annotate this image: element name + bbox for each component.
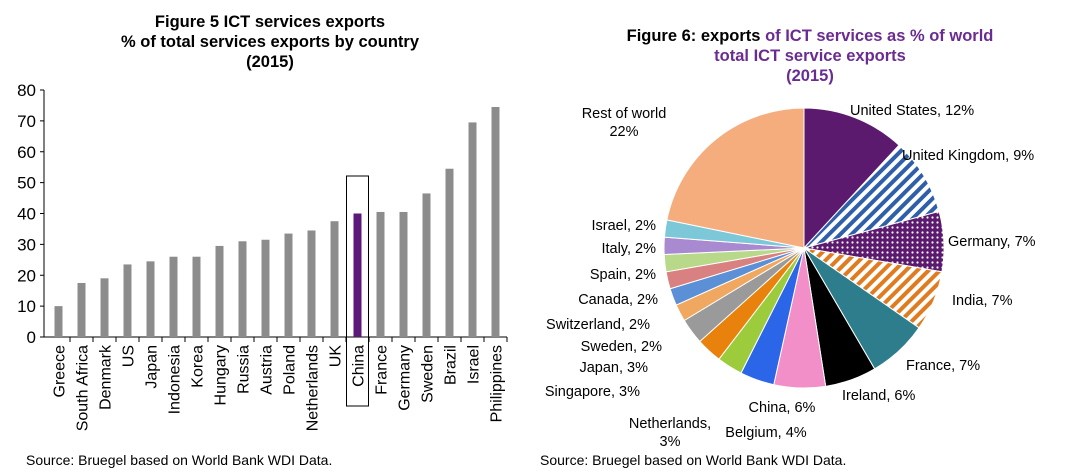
pie-slice-label: Canada, 2% bbox=[578, 292, 658, 308]
pie-slice-label: China, 6% bbox=[749, 400, 816, 416]
bar-austria bbox=[261, 239, 270, 337]
pie-slice-united-states bbox=[803, 107, 900, 250]
pie-chart-panel: Figure 6: exports of ICT services as % o… bbox=[540, 0, 1080, 476]
y-tick-label: 50 bbox=[17, 174, 36, 193]
y-tick-label: 40 bbox=[17, 205, 36, 224]
pie-slice-label: France, 7% bbox=[906, 358, 980, 374]
x-tick-label: Austria bbox=[259, 345, 276, 395]
pie-chart-source: Source: Bruegel based on World Bank WDI … bbox=[540, 452, 847, 468]
x-tick-label: Israel bbox=[466, 345, 483, 384]
pie-slice-label: Israel, 2% bbox=[592, 218, 657, 234]
bar-chart-title: Figure 5 ICT services exports % of total… bbox=[0, 12, 540, 72]
pie-slice-label: Italy, 2% bbox=[601, 241, 656, 257]
bar-sweden bbox=[422, 193, 431, 337]
bar-poland bbox=[284, 233, 293, 337]
x-tick-label: China bbox=[351, 345, 368, 387]
bar-chart-title-line2: % of total services exports by country bbox=[120, 33, 419, 51]
pie-slice-label: United Kingdom, 9% bbox=[902, 148, 1034, 164]
bar-chart-title-line3: (2015) bbox=[246, 53, 294, 71]
x-tick-label: Hungary bbox=[213, 345, 230, 405]
bar-brazil bbox=[445, 168, 454, 337]
bar-chart: 0 10 20 30 40 50 60 70 80 Greece South Africa Denma… bbox=[17, 81, 508, 431]
bar-us bbox=[123, 264, 132, 337]
y-tick-label: 70 bbox=[17, 112, 36, 131]
bar-japan bbox=[146, 261, 155, 337]
x-tick-label: US bbox=[121, 345, 138, 367]
bar-korea bbox=[192, 256, 201, 337]
x-tick-label: Philippines bbox=[489, 345, 506, 422]
x-tick-label: Germany bbox=[397, 345, 414, 411]
bar-france bbox=[376, 211, 385, 337]
bar-russia bbox=[238, 241, 247, 337]
x-tick-label: Indonesia bbox=[167, 345, 184, 414]
x-tick-label: Korea bbox=[190, 345, 207, 388]
bar-germany bbox=[399, 211, 408, 337]
y-tick-label: 0 bbox=[27, 328, 36, 347]
pie-slice-label: United States, 12% bbox=[850, 103, 974, 119]
x-tick-label: Denmark bbox=[98, 344, 115, 410]
pie-slice-label: Japan, 3% bbox=[579, 360, 648, 376]
bar-philippines bbox=[491, 106, 500, 337]
pie-slice-rest-of-world bbox=[666, 107, 805, 249]
x-tick-label: Japan bbox=[144, 345, 161, 389]
pie-slice-label: Sweden, 2% bbox=[581, 339, 663, 355]
pie-chart-title-part2: of ICT services as % of world bbox=[765, 27, 994, 45]
pie-slice-label: India, 7% bbox=[952, 293, 1013, 309]
x-tick-label: Sweden bbox=[420, 345, 437, 403]
pie-slice-label: Rest of world 22% bbox=[582, 106, 667, 140]
bar-chart-source: Source: Bruegel based on World Bank WDI … bbox=[26, 452, 333, 468]
y-tick-label: 20 bbox=[17, 266, 36, 285]
bar-china bbox=[353, 213, 362, 337]
pie-chart-title: Figure 6: exports of ICT services as % o… bbox=[540, 26, 1080, 86]
china-highlight-box bbox=[346, 175, 369, 407]
x-tick-label: Greece bbox=[52, 345, 69, 398]
pie-chart: United States, 12% United Kingdom, 9% Germ… bbox=[545, 103, 1036, 450]
x-tick-label: Russia bbox=[236, 345, 253, 394]
y-tick-label: 80 bbox=[17, 81, 36, 100]
pie-chart-title-line1: Figure 6: exports of ICT services as % o… bbox=[540, 26, 1080, 46]
pie-slice-label: Belgium, 4% bbox=[725, 425, 807, 441]
bar-uk bbox=[330, 221, 339, 337]
bar-chart-title-line1: Figure 5 ICT services exports bbox=[154, 13, 386, 31]
x-tick-label: France bbox=[374, 345, 391, 395]
bar-indonesia bbox=[169, 256, 178, 337]
y-tick-label: 30 bbox=[17, 235, 36, 254]
pie-slice-label: Ireland, 6% bbox=[842, 388, 915, 404]
bar-south-africa bbox=[77, 282, 86, 337]
x-tick-label: Poland bbox=[282, 345, 299, 395]
x-tick-label: Brazil bbox=[443, 345, 460, 385]
bar-israel bbox=[468, 122, 477, 337]
pie-slice-label: Netherlands, 3% bbox=[629, 416, 711, 450]
pie-slice-label: Singapore, 3% bbox=[545, 384, 640, 400]
y-tick-label: 10 bbox=[17, 297, 36, 316]
bar-greece bbox=[54, 306, 63, 337]
pie-chart-title-line3: (2015) bbox=[786, 67, 834, 85]
bar-hungary bbox=[215, 245, 224, 337]
bar-netherlands bbox=[307, 230, 316, 337]
y-tick-label: 60 bbox=[17, 143, 36, 162]
x-tick-label: South Africa bbox=[75, 345, 92, 431]
x-tick-label: UK bbox=[328, 345, 345, 368]
pie-chart-title-line2: total ICT service exports bbox=[714, 47, 906, 65]
pie-chart-title-part1: Figure 6: exports bbox=[626, 27, 766, 45]
pie-slice-label: Germany, 7% bbox=[948, 234, 1036, 250]
bar-chart-panel: Figure 5 ICT services exports % of total… bbox=[0, 12, 540, 468]
pie-slice-label: Switzerland, 2% bbox=[546, 317, 650, 333]
pie-slice-label: Spain, 2% bbox=[590, 267, 656, 283]
bar-denmark bbox=[100, 278, 109, 337]
x-tick-label: Netherlands bbox=[305, 345, 322, 431]
